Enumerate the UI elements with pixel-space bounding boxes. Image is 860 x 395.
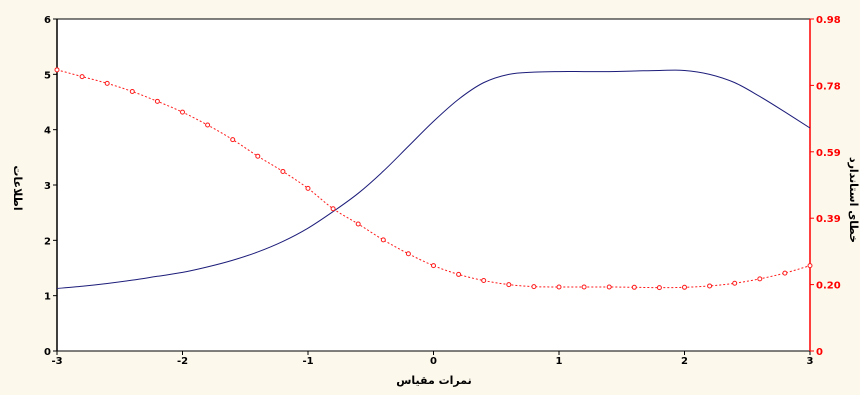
standard-error-point bbox=[782, 270, 788, 276]
x-tick-label: 2 bbox=[681, 356, 688, 367]
left-y-tick-label: 6 bbox=[44, 15, 51, 26]
right-y-tick-label: 0.20 bbox=[816, 281, 841, 292]
standard-error-point bbox=[355, 221, 361, 227]
standard-error-point bbox=[631, 284, 637, 290]
standard-error-point bbox=[54, 67, 60, 73]
standard-error-point bbox=[807, 263, 813, 269]
right-y-tick-label: 0.78 bbox=[816, 81, 841, 92]
left-y-tick-label: 3 bbox=[44, 181, 51, 192]
standard-error-point bbox=[129, 88, 135, 94]
standard-error-point bbox=[481, 278, 487, 284]
standard-error-point bbox=[531, 284, 537, 290]
standard-error-point bbox=[405, 251, 411, 257]
left-y-tick-label: 5 bbox=[44, 70, 51, 81]
left-y-tick-label: 4 bbox=[44, 126, 51, 137]
x-tick-label: -1 bbox=[302, 356, 313, 367]
standard-error-point bbox=[456, 271, 462, 277]
left-y-tick-label: 0 bbox=[44, 347, 51, 358]
right-y-tick-label: 0.98 bbox=[816, 15, 841, 26]
information-curve bbox=[56, 69, 811, 289]
right-y-tick-label: 0.39 bbox=[816, 214, 841, 225]
standard-error-point bbox=[581, 284, 587, 290]
standard-error-point bbox=[79, 74, 85, 80]
standard-error-point bbox=[682, 284, 687, 290]
standard-error-point bbox=[154, 98, 160, 104]
standard-error-point bbox=[431, 263, 436, 269]
standard-error-point bbox=[104, 80, 110, 86]
standard-error-point bbox=[180, 109, 185, 115]
standard-error-point bbox=[707, 283, 713, 289]
x-tick-label: -2 bbox=[177, 356, 188, 367]
standard-error-point bbox=[330, 206, 336, 212]
standard-error-point bbox=[305, 185, 311, 191]
left-y-tick-label: 1 bbox=[44, 292, 51, 303]
standard-error-point bbox=[732, 280, 738, 286]
x-tick-label: 0 bbox=[430, 356, 437, 367]
standard-error-point bbox=[280, 168, 286, 174]
standard-error-point bbox=[556, 284, 562, 290]
right-axis-label: خطای استاندارد bbox=[847, 157, 860, 243]
right-y-tick-label: 0.59 bbox=[816, 148, 841, 159]
x-axis-label: نمرات مقیاس bbox=[396, 374, 472, 387]
standard-error-point bbox=[205, 122, 211, 128]
x-tick-label: -3 bbox=[51, 356, 62, 367]
left-y-tick-label: 2 bbox=[44, 236, 51, 247]
standard-error-point bbox=[255, 153, 261, 159]
standard-error-point bbox=[656, 285, 662, 291]
right-y-tick-label: 0 bbox=[816, 347, 823, 358]
x-tick-label: 3 bbox=[807, 356, 814, 367]
standard-error-point bbox=[757, 276, 763, 282]
standard-error-point bbox=[506, 282, 512, 288]
standard-error-point bbox=[230, 137, 236, 143]
left-axis-label: اطلاعات bbox=[11, 165, 24, 210]
standard-error-point bbox=[606, 284, 612, 290]
x-tick-label: 1 bbox=[556, 356, 563, 367]
plot-area bbox=[56, 18, 811, 352]
standard-error-point bbox=[380, 237, 386, 243]
